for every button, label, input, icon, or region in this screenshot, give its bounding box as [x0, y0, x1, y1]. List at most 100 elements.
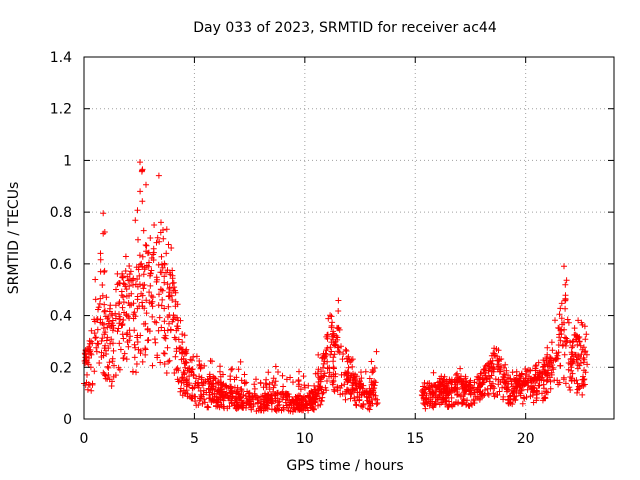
data-point — [341, 381, 348, 388]
data-point — [131, 354, 138, 361]
data-point — [126, 283, 133, 289]
data-point — [582, 348, 589, 355]
data-point — [492, 376, 499, 383]
data-point — [225, 384, 232, 391]
data-point — [330, 328, 337, 335]
data-point — [335, 308, 342, 314]
data-point — [126, 263, 133, 269]
data-point — [105, 345, 112, 352]
data-point — [122, 253, 129, 260]
data-point — [199, 382, 206, 389]
data-point — [215, 396, 222, 403]
data-point — [570, 358, 576, 364]
data-point — [328, 322, 335, 329]
data-point — [260, 384, 267, 391]
data-point — [425, 394, 432, 401]
data-point — [191, 384, 198, 391]
data-point — [282, 390, 289, 397]
data-point — [244, 388, 251, 395]
data-point — [491, 393, 498, 400]
data-point — [163, 370, 170, 376]
data-point — [157, 359, 164, 366]
data-point — [97, 316, 104, 323]
data-point — [422, 386, 429, 393]
data-point — [89, 380, 96, 387]
data-point — [102, 307, 108, 314]
data-point — [229, 365, 236, 372]
data-point — [448, 394, 455, 401]
data-point — [370, 387, 377, 393]
x-tick-label: 0 — [80, 431, 89, 447]
data-point — [118, 288, 125, 295]
data-point — [580, 376, 587, 383]
data-point — [88, 387, 95, 394]
data-point — [148, 292, 155, 299]
data-point — [555, 342, 562, 348]
data-point — [155, 172, 162, 179]
data-point — [81, 350, 88, 357]
data-point — [95, 341, 102, 347]
data-point — [348, 372, 355, 379]
data-point — [576, 385, 583, 392]
data-point — [576, 338, 583, 345]
data-point — [535, 382, 542, 389]
data-point — [300, 373, 307, 380]
data-point — [262, 390, 268, 397]
data-point — [571, 377, 578, 384]
data-point — [464, 397, 471, 404]
data-point — [134, 339, 141, 345]
data-point — [134, 305, 141, 312]
y-tick-label: 0 — [63, 412, 72, 428]
data-point — [283, 402, 290, 409]
data-point — [134, 293, 141, 300]
data-point — [509, 383, 516, 390]
data-point — [307, 395, 314, 402]
data-point — [272, 363, 279, 370]
data-point — [287, 408, 294, 415]
data-point — [563, 277, 570, 284]
data-point — [164, 281, 171, 288]
data-point — [550, 366, 557, 373]
data-point — [424, 380, 431, 387]
data-point — [352, 386, 359, 393]
data-point — [134, 332, 141, 339]
data-point — [541, 385, 547, 392]
data-point — [533, 397, 540, 404]
data-point — [180, 387, 187, 394]
data-point — [442, 397, 449, 404]
data-point — [154, 352, 161, 359]
data-point — [296, 368, 302, 375]
data-point — [84, 386, 91, 393]
data-point — [154, 234, 161, 241]
data-point — [471, 400, 478, 406]
data-point — [582, 336, 589, 343]
data-point — [439, 380, 446, 386]
data-point — [149, 303, 156, 310]
data-point — [173, 327, 180, 334]
data-point — [120, 317, 127, 323]
data-point — [275, 399, 282, 406]
data-point — [250, 401, 257, 408]
data-point — [82, 360, 89, 367]
data-point — [317, 378, 324, 385]
data-point — [205, 378, 212, 385]
data-point — [149, 362, 156, 369]
data-point — [247, 398, 253, 405]
data-point — [98, 349, 105, 356]
data-point — [217, 386, 224, 393]
data-point — [293, 397, 300, 404]
data-point — [270, 375, 277, 382]
data-point — [109, 355, 116, 362]
plot-frame — [83, 56, 615, 420]
data-point — [135, 346, 142, 353]
data-point — [542, 369, 549, 376]
data-point — [221, 383, 228, 390]
data-point — [516, 384, 523, 391]
data-point — [314, 386, 321, 393]
data-point — [431, 382, 438, 389]
data-point — [147, 270, 154, 277]
data-point — [163, 226, 170, 233]
data-point — [366, 390, 373, 396]
data-point — [161, 350, 168, 357]
